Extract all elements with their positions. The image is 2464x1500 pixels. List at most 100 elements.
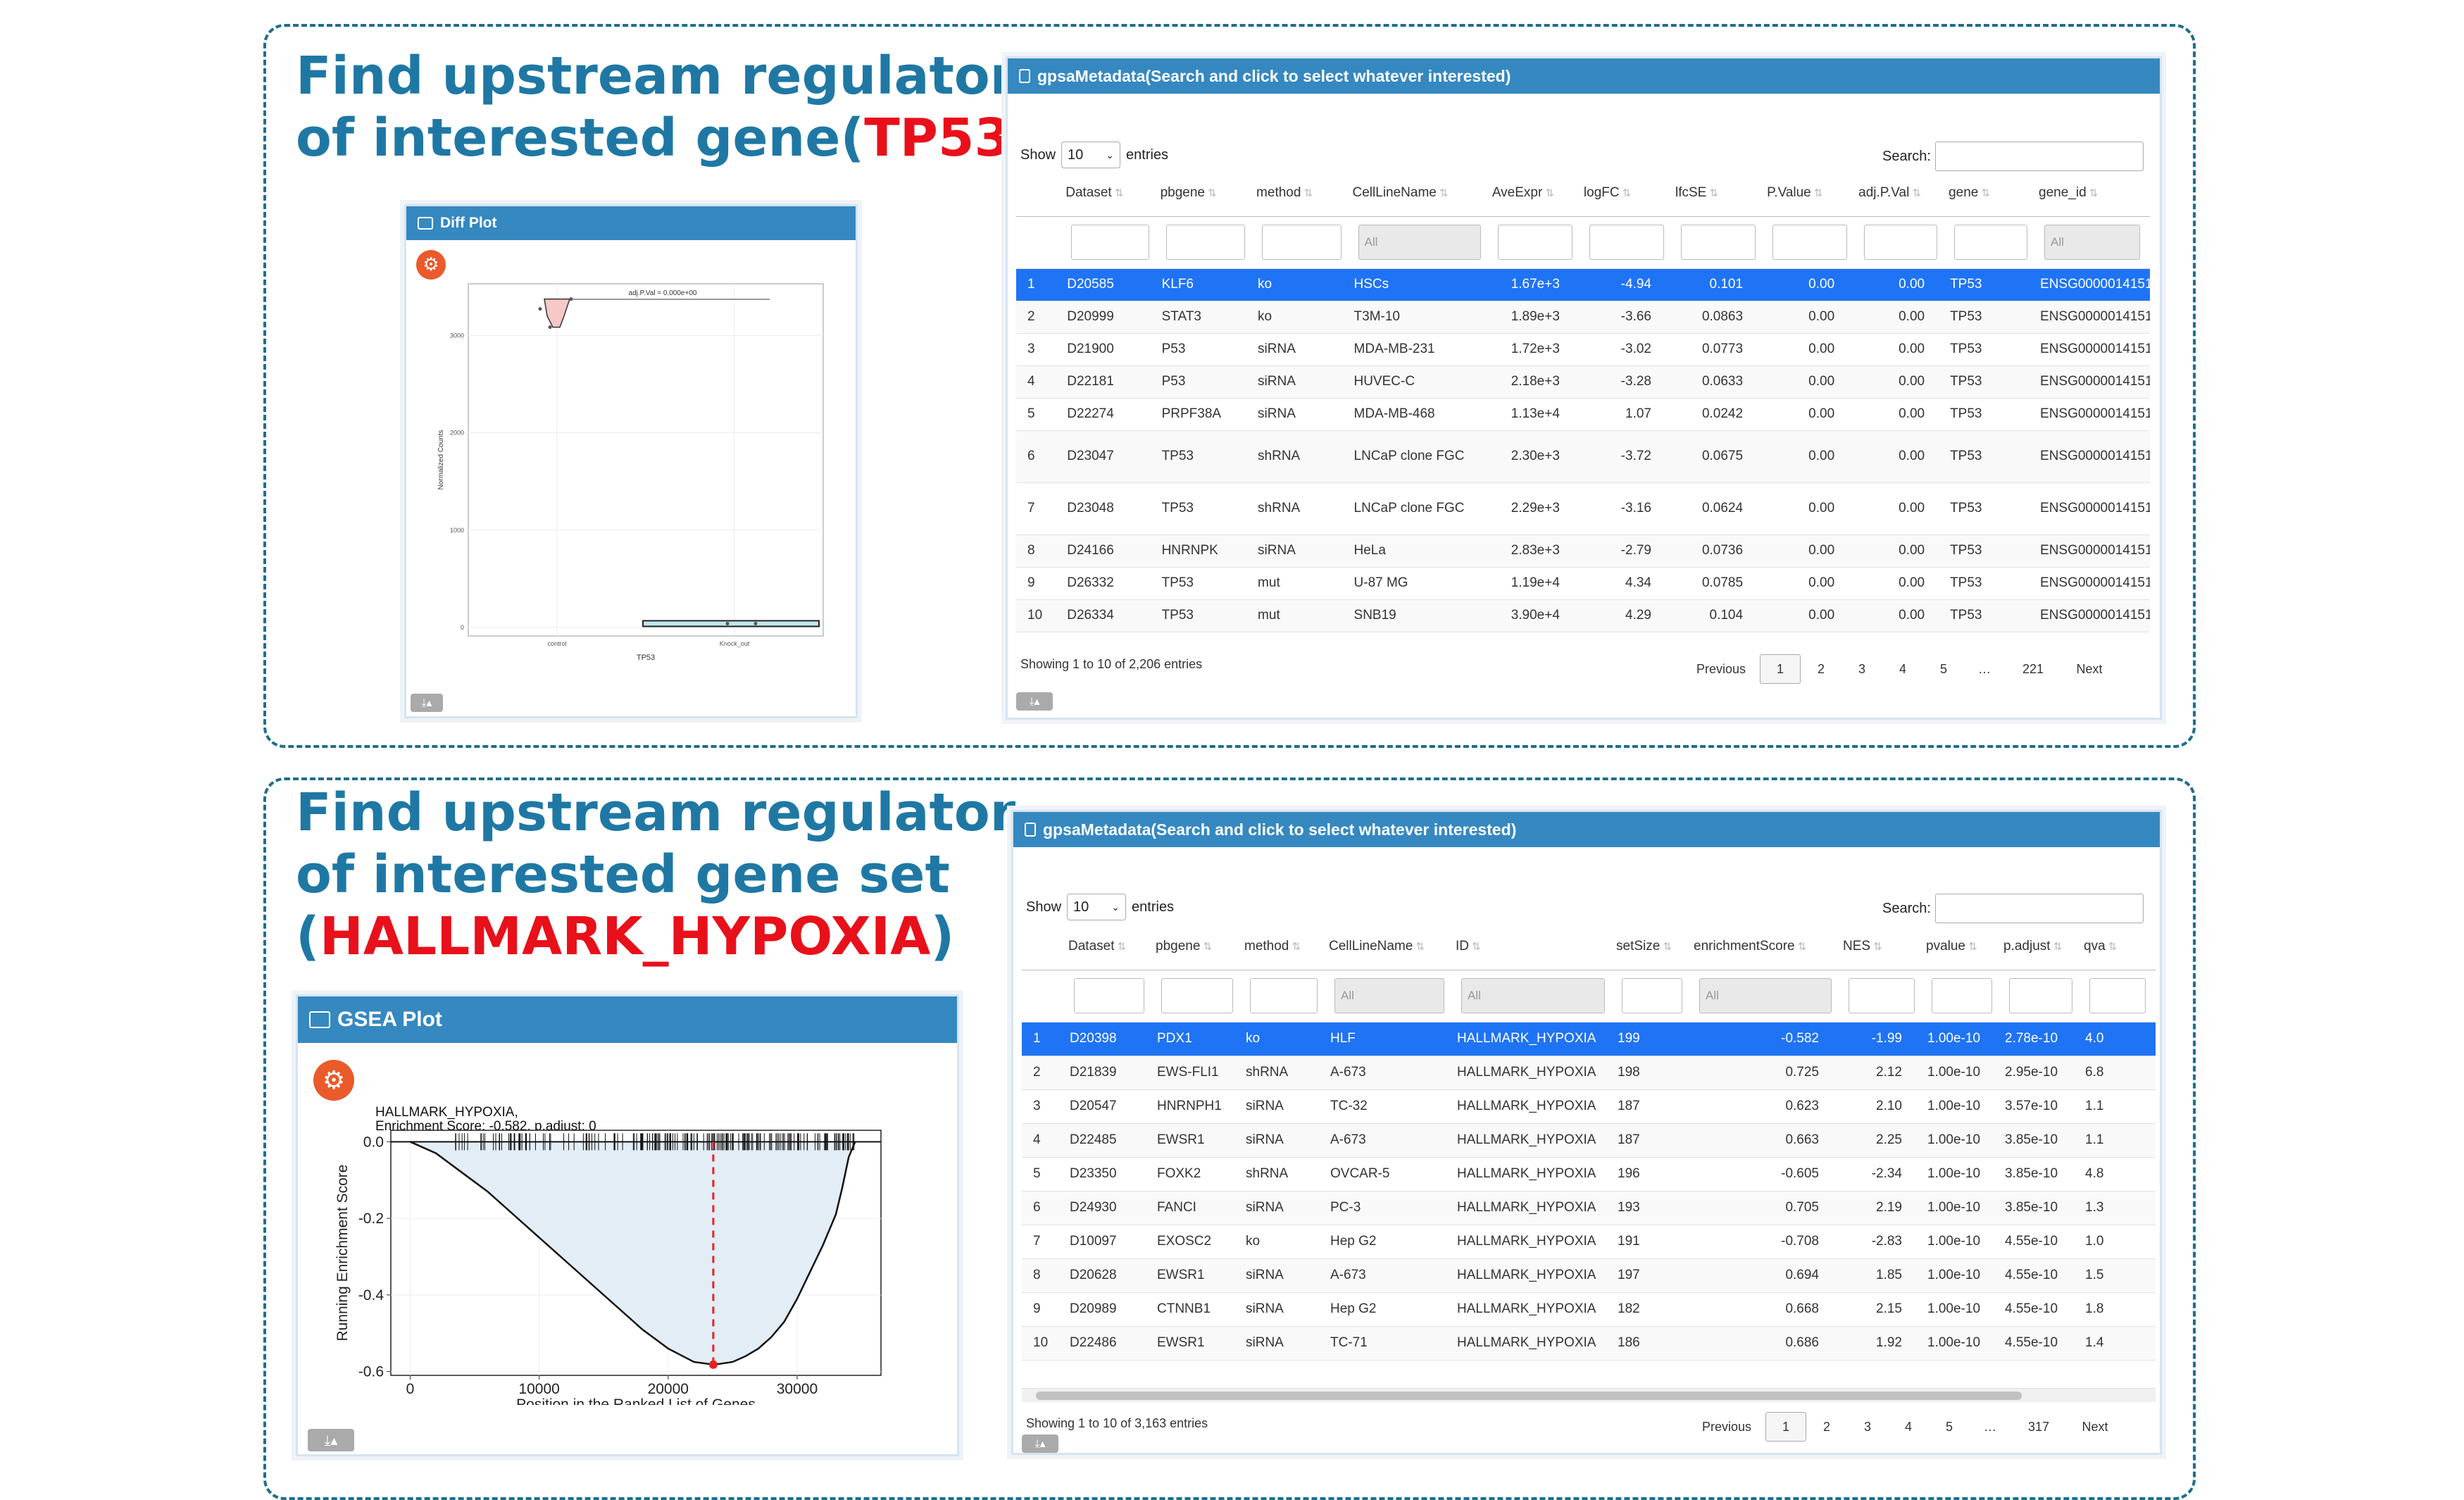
download-button[interactable]: ⤓▴	[1022, 1435, 1058, 1453]
sort-icon[interactable]: ⇅	[1436, 187, 1449, 199]
table-row[interactable]: 2 D20999 STAT3 ko T3M-10 1.89e+3 -3.66 0.0863 0.…	[1016, 301, 2150, 334]
sort-icon[interactable]: ⇅	[1469, 940, 1481, 953]
column-header-aveexpr[interactable]: AveExpr ⇅	[1490, 170, 1582, 217]
sort-icon[interactable]: ⇅	[1413, 940, 1425, 953]
column-header-enrichmentscore[interactable]: enrichmentScore ⇅	[1692, 923, 1841, 970]
entries-select[interactable]: 10 ⌄	[1067, 894, 1127, 920]
column-filter-input[interactable]	[2009, 978, 2072, 1013]
column-filter-input[interactable]	[1165, 225, 1246, 260]
column-header-celllinename[interactable]: CellLineName ⇅	[1351, 170, 1491, 217]
sort-icon[interactable]: ⇅	[1660, 940, 1672, 953]
sort-icon[interactable]: ⇅	[1204, 187, 1217, 199]
table-row[interactable]: 5 D22274 PRPF38A siRNA MDA-MB-468 1.13e+4 1.07…	[1016, 398, 2150, 431]
table-row[interactable]: 6 D23047 TP53 shRNA LNCaP clone FGC 2.30e+3 -3…	[1016, 430, 2150, 483]
sort-icon[interactable]: ⇅	[1811, 187, 1823, 199]
column-filter-input[interactable]	[1772, 225, 1848, 260]
download-button[interactable]: ⤓▴	[1016, 692, 1053, 711]
sort-icon[interactable]: ⇅	[1909, 187, 1922, 199]
column-filter-input[interactable]	[1680, 225, 1756, 260]
sort-icon[interactable]: ⇅	[1111, 187, 1124, 199]
sort-icon[interactable]: ⇅	[1619, 187, 1632, 199]
column-filter-input[interactable]: All	[1461, 978, 1605, 1013]
column-header-adj-p-val[interactable]: adj.P.Val ⇅	[1857, 170, 1948, 217]
column-filter-input[interactable]: All	[1699, 978, 1832, 1013]
scrollbar-thumb[interactable]	[1036, 1392, 2022, 1400]
column-filter-input[interactable]	[2089, 978, 2146, 1013]
search-input[interactable]	[1934, 894, 2144, 923]
pager-item[interactable]: 2	[1817, 661, 1825, 676]
column-header-logfc[interactable]: logFC ⇅	[1582, 170, 1674, 217]
column-header-nes[interactable]: NES ⇅	[1841, 923, 1925, 970]
pager-item[interactable]: …	[1984, 1419, 1996, 1434]
column-filter-input[interactable]	[1622, 978, 1682, 1013]
pager-next[interactable]: Next	[2076, 661, 2103, 676]
gear-icon[interactable]: ⚙	[313, 1060, 354, 1101]
column-filter-input[interactable]	[1262, 225, 1342, 260]
table-row[interactable]: 3 D20547 HNRNPH1 siRNA TC-32 HALLMARK_HYPOXIA…	[1022, 1089, 2156, 1124]
pager-item[interactable]: 317	[2027, 1419, 2050, 1434]
pager-item[interactable]: 2	[1822, 1419, 1830, 1434]
column-filter-input[interactable]	[1864, 225, 1938, 260]
column-filter-input[interactable]	[1954, 225, 2028, 260]
sort-icon[interactable]: ⇅	[1706, 187, 1719, 199]
table-row[interactable]: 9 D20989 CTNNB1 siRNA Hep G2 HALLMARK_HYPOXIA…	[1022, 1292, 2156, 1327]
table-row[interactable]: 1 D20398 PDX1 ko HLF HALLMARK_HYPOXIA 199 -0.58…	[1022, 1022, 2156, 1056]
column-header-gene-id[interactable]: gene_id ⇅	[2037, 170, 2150, 217]
pager-previous[interactable]: Previous	[1696, 661, 1746, 676]
pager-item[interactable]: 4	[1899, 661, 1906, 676]
sort-icon[interactable]: ⇅	[1542, 187, 1555, 199]
pager-item[interactable]: 4	[1904, 1419, 1912, 1434]
column-filter-input[interactable]	[1250, 978, 1318, 1013]
column-header-pbgene[interactable]: pbgene ⇅	[1154, 923, 1243, 970]
sort-icon[interactable]: ⇅	[1200, 940, 1213, 953]
table-row[interactable]: 7 D10097 EXOSC2 ko Hep G2 HALLMARK_HYPOXIA 191…	[1022, 1225, 2156, 1259]
sort-icon[interactable]: ⇅	[2105, 940, 2118, 953]
table-row[interactable]: 3 D21900 P53 siRNA MDA-MB-231 1.72e+3 -3.02 0.0…	[1016, 333, 2150, 366]
column-header-pvalue[interactable]: pvalue ⇅	[1925, 923, 2002, 970]
download-button[interactable]: ⤓▴	[308, 1429, 354, 1451]
column-header-p-adjust[interactable]: p.adjust ⇅	[2002, 923, 2082, 970]
pager-item[interactable]: 5	[1945, 1419, 1953, 1434]
column-filter-input[interactable]	[1849, 978, 1915, 1013]
column-header-gene[interactable]: gene ⇅	[1947, 170, 2038, 217]
column-filter-input[interactable]	[1932, 978, 1992, 1013]
table-row[interactable]: 2 D21839 EWS-FLI1 shRNA A-673 HALLMARK_HYPOXI…	[1022, 1056, 2156, 1090]
sort-icon[interactable]: ⇅	[1965, 940, 1977, 953]
column-header-method[interactable]: method ⇅	[1255, 170, 1351, 217]
pager-item[interactable]: 221	[2022, 661, 2044, 676]
sort-icon[interactable]: ⇅	[1114, 940, 1127, 953]
column-header-pbgene[interactable]: pbgene ⇅	[1158, 170, 1256, 217]
gear-icon[interactable]: ⚙	[416, 250, 446, 280]
search-input[interactable]	[1934, 142, 2144, 171]
column-filter-input[interactable]	[1161, 978, 1233, 1013]
column-filter-input[interactable]: All	[2044, 225, 2140, 260]
column-filter-input[interactable]: All	[1358, 225, 1481, 260]
table-row[interactable]: 8 D20628 EWSR1 siRNA A-673 HALLMARK_HYPOXIA 19…	[1022, 1258, 2156, 1293]
column-header-qva[interactable]: qva ⇅	[2082, 923, 2156, 970]
column-header-celllinename[interactable]: CellLineName ⇅	[1327, 923, 1454, 970]
pager-item[interactable]: 3	[1863, 1419, 1871, 1434]
column-filter-input[interactable]: All	[1334, 978, 1444, 1013]
download-button[interactable]: ⤓▴	[411, 694, 443, 712]
pager-item[interactable]: 1	[1760, 654, 1801, 684]
pager-item[interactable]: 3	[1858, 661, 1865, 676]
table-row[interactable]: 1 D20585 KLF6 ko HSCs 1.67e+3 -4.94 0.101 0.00 0.…	[1016, 268, 2150, 301]
table-row[interactable]: 7 D23048 TP53 shRNA LNCaP clone FGC 2.29e+3 -3…	[1016, 482, 2150, 535]
sort-icon[interactable]: ⇅	[1978, 187, 1991, 199]
column-filter-input[interactable]	[1074, 978, 1144, 1013]
table-row[interactable]: 6 D24930 FANCI siRNA PC-3 HALLMARK_HYPOXIA 193…	[1022, 1191, 2156, 1225]
table-row[interactable]: 10 D22486 EWSR1 siRNA TC-71 HALLMARK_HYPOXIA 1…	[1022, 1326, 2156, 1361]
column-header-id[interactable]: ID ⇅	[1454, 923, 1615, 970]
sort-icon[interactable]: ⇅	[2050, 940, 2063, 953]
table-row[interactable]: 5 D23350 FOXK2 shRNA OVCAR-5 HALLMARK_HYPOXIA…	[1022, 1157, 2156, 1192]
column-header-setsize[interactable]: setSize ⇅	[1615, 923, 1692, 970]
column-header-method[interactable]: method ⇅	[1243, 923, 1327, 970]
pager-item[interactable]: 5	[1939, 661, 1947, 676]
sort-icon[interactable]: ⇅	[1794, 940, 1807, 953]
column-filter-input[interactable]	[1071, 225, 1149, 260]
column-header-lfcse[interactable]: lfcSE ⇅	[1673, 170, 1766, 217]
pager-item[interactable]: …	[1978, 661, 1991, 676]
table-row[interactable]: 8 D24166 HNRNPK siRNA HeLa 2.83e+3 -2.79 0.0736…	[1016, 535, 2150, 568]
table-row[interactable]: 4 D22181 P53 siRNA HUVEC-C 2.18e+3 -3.28 0.0633…	[1016, 365, 2150, 399]
sort-icon[interactable]: ⇅	[2086, 187, 2099, 199]
